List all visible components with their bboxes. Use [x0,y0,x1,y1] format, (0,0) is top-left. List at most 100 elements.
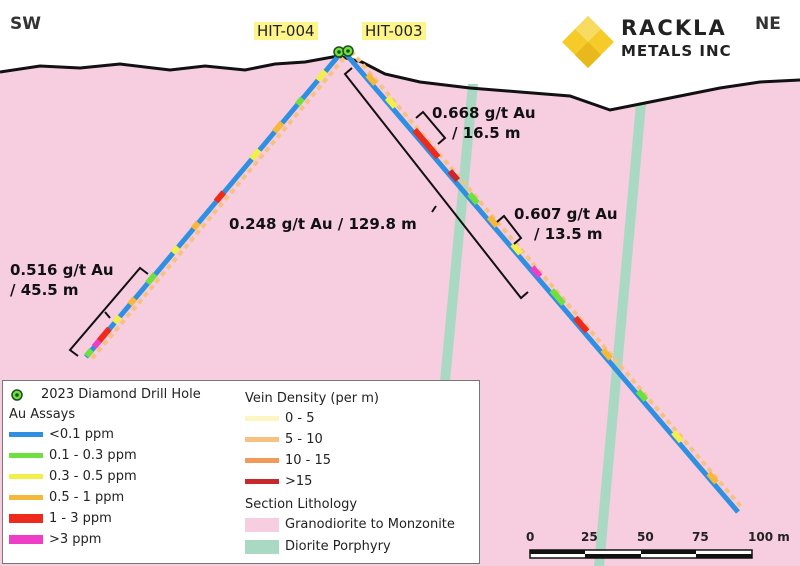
legend-drill-hole: 2023 Diamond Drill Hole [9,387,201,402]
legend-assay-item: 0.3 - 0.5 ppm [9,469,137,484]
legend-assay-label: 0.1 - 0.3 ppm [49,448,137,463]
legend-vein-swatch [245,437,279,442]
intercept-hit-003-lower: 0.607 g/t Au / 13.5 m [514,204,618,244]
assay-interval [295,96,305,107]
assay-interval [91,338,102,349]
legend-vein-label: >15 [285,474,313,489]
assay-interval [412,127,433,151]
legend-assay-swatch [9,495,43,500]
assay-interval [510,242,523,256]
legend-drill-hole-label: 2023 Diamond Drill Hole [41,387,201,402]
intercept-hit-003-upper: 0.668 g/t Au / 16.5 m [432,103,536,143]
legend-vein-swatch [245,479,279,484]
assay-interval [170,244,181,255]
rackla-logo-icon [562,16,614,68]
legend-assay-label: 0.5 - 1 ppm [49,490,125,505]
bracket-hit-003-main [343,67,529,300]
ne-direction-label: NE [755,14,781,34]
hit-004-label: HIT-004 [254,22,318,40]
scale-tick-label: 0 [526,530,535,544]
scale-tick-label: 50 [637,530,654,544]
collar-icon-hit-003 [342,45,354,57]
legend-assay-swatch [9,474,43,479]
diorite-dyke-right [594,104,646,566]
intercept-hit-003-upper-line1: 0.668 g/t Au [432,104,536,122]
assay-interval [190,220,201,231]
legend-assay-label: 1 - 3 ppm [49,511,112,526]
legend-vein-label: 10 - 15 [285,453,332,468]
diorite-dyke-left [439,84,478,392]
drill-hole-icon [11,388,23,401]
legend-assay-swatch [9,514,43,523]
legend-assay-swatch [9,432,43,437]
drill-trace-hit-004 [84,52,346,363]
assay-interval [467,192,480,206]
logo-subtitle: METALS INC [621,42,732,60]
legend-assay-item: 0.5 - 1 ppm [9,490,124,505]
scale-tick-label: 100 m [748,530,790,544]
legend-vein-swatch [245,416,279,421]
legend-assay-item: <0.1 ppm [9,427,114,442]
sw-direction-label: SW [10,14,41,34]
scale-tick-label: 75 [692,530,709,544]
legend-assay-item: 0.1 - 0.3 ppm [9,448,137,463]
drill-trace-hit-003 [344,49,745,514]
legend-vein-item: 0 - 5 [245,411,315,426]
assay-interval [365,72,378,87]
legend-litho-label: Diorite Porphyry [285,539,391,554]
assay-interval [447,169,461,183]
intercept-hit-004-line1: 0.516 g/t Au [10,261,114,279]
assay-interval [428,146,441,160]
intercept-hit-003-lower-line1: 0.607 g/t Au [514,205,618,223]
intercept-hit-003-main: 0.248 g/t Au / 129.8 m [229,215,417,233]
assay-interval [671,430,684,444]
assay-interval [315,69,328,83]
assay-interval [145,272,158,286]
bracket-hit-003-lower [496,214,523,245]
assay-interval [112,314,122,325]
scale-tick-label: 25 [581,530,598,544]
assay-interval [96,326,112,343]
assay-interval [213,190,226,204]
assay-interval [127,296,138,307]
assay-interval [573,315,590,334]
legend-assay-swatch [9,535,43,544]
assay-interval [272,120,285,134]
assay-interval [249,148,262,161]
legend-vein-label: 5 - 10 [285,432,323,447]
logo-name: RACKLA [621,16,727,40]
legend-assay-label: >3 ppm [49,532,102,547]
legend-assays-title: Au Assays [9,407,76,422]
legend-assay-item: 1 - 3 ppm [9,511,112,526]
assay-interval [529,265,543,279]
legend-litho-title: Section Lithology [245,497,358,512]
legend-vein-item: >15 [245,474,312,489]
topography-line [0,54,800,112]
hit-003-label: HIT-003 [362,22,426,40]
assay-interval [486,214,500,228]
assay-interval [635,388,649,403]
legend-assay-swatch [9,453,43,458]
assay-interval [384,95,398,109]
intercept-hit-004-line2: / 45.5 m [10,281,79,299]
intercept-hit-004: 0.516 g/t Au / 45.5 m [10,260,114,300]
legend-assay-label: 0.3 - 0.5 ppm [49,469,137,484]
legend-litho-swatch [245,517,279,532]
assay-interval [549,288,566,306]
legend-vein-swatch [245,458,279,463]
legend-litho-item: Granodiorite to Monzonite [245,517,455,532]
assay-interval [706,471,719,485]
legend-vein-label: 0 - 5 [285,411,315,426]
map-legend: 2023 Diamond Drill Hole Au Assays <0.1 p… [2,380,480,564]
legend-litho-swatch [245,539,279,554]
legend-assay-item: >3 ppm [9,532,101,547]
legend-vein-item: 10 - 15 [245,453,331,468]
scale-bar [529,549,753,559]
legend-litho-item: Diorite Porphyry [245,539,391,554]
legend-vein-title: Vein Density (per m) [245,391,379,406]
bracket-hit-003-upper [415,110,447,145]
legend-litho-label: Granodiorite to Monzonite [285,517,455,532]
assay-interval [84,347,94,358]
bracket-hit-004 [68,266,149,357]
assay-interval [600,347,613,361]
